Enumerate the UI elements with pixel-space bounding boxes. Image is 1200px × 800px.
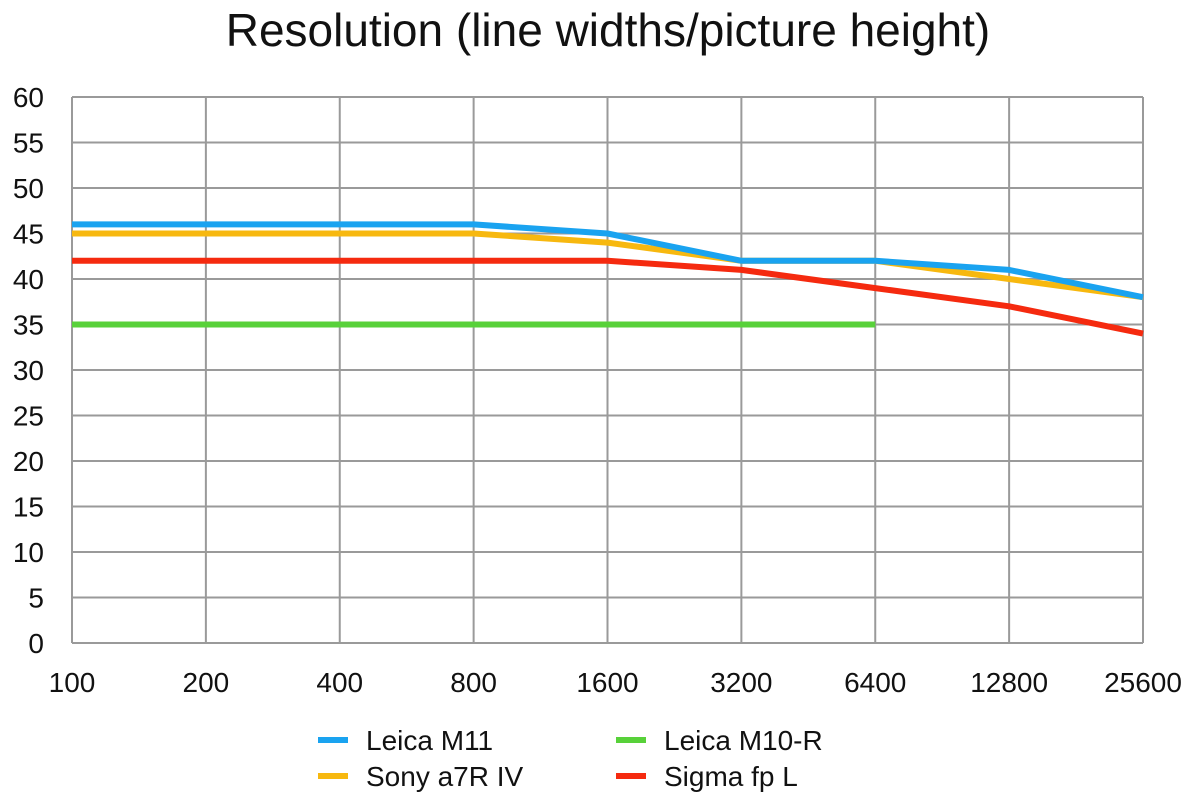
series-line-leica-m11 bbox=[72, 221, 1144, 301]
x-axis-tick-labels: 100 200 400 800 1600 3200 6400 12800 25600 bbox=[49, 667, 1182, 698]
x-tick-label: 3200 bbox=[710, 667, 772, 698]
y-tick-label: 25 bbox=[13, 401, 44, 432]
y-tick-label: 10 bbox=[13, 537, 44, 568]
y-tick-label: 50 bbox=[13, 173, 44, 204]
legend-label-leica-m10-r: Leica M10-R bbox=[664, 725, 823, 756]
legend-label-leica-m11: Leica M11 bbox=[366, 725, 493, 756]
y-tick-label: 0 bbox=[28, 628, 44, 659]
legend-label-sony-a7r-iv: Sony a7R IV bbox=[366, 761, 524, 792]
x-tick-label: 12800 bbox=[970, 667, 1048, 698]
series-line-sigma-fp-l bbox=[72, 257, 1144, 337]
y-tick-label: 15 bbox=[13, 492, 44, 523]
x-tick-label: 800 bbox=[450, 667, 497, 698]
axes bbox=[71, 97, 1143, 644]
x-tick-label: 400 bbox=[316, 667, 363, 698]
x-tick-label: 25600 bbox=[1104, 667, 1182, 698]
y-tick-label: 5 bbox=[28, 583, 44, 614]
x-tick-label: 100 bbox=[49, 667, 96, 698]
y-tick-label: 20 bbox=[13, 446, 44, 477]
legend-label-sigma-fp-l: Sigma fp L bbox=[664, 761, 798, 792]
series-lines bbox=[72, 221, 1144, 337]
y-tick-label: 40 bbox=[13, 264, 44, 295]
series-line-sony-a7r-iv bbox=[72, 230, 1144, 301]
y-tick-label: 35 bbox=[13, 310, 44, 341]
y-axis-tick-labels: 0 5 10 15 20 25 30 35 40 45 50 55 60 bbox=[13, 82, 44, 659]
x-tick-label: 200 bbox=[183, 667, 230, 698]
grid-lines bbox=[72, 96, 1144, 643]
y-tick-label: 55 bbox=[13, 128, 44, 159]
x-tick-label: 1600 bbox=[576, 667, 638, 698]
y-tick-label: 30 bbox=[13, 355, 44, 386]
y-tick-label: 45 bbox=[13, 219, 44, 250]
y-tick-label: 60 bbox=[13, 82, 44, 113]
x-tick-label: 6400 bbox=[844, 667, 906, 698]
legend: Leica M11 Sony a7R IV Leica M10-R Sigma fp … bbox=[318, 725, 823, 792]
chart-title: Resolution (line widths/picture height) bbox=[226, 4, 991, 56]
